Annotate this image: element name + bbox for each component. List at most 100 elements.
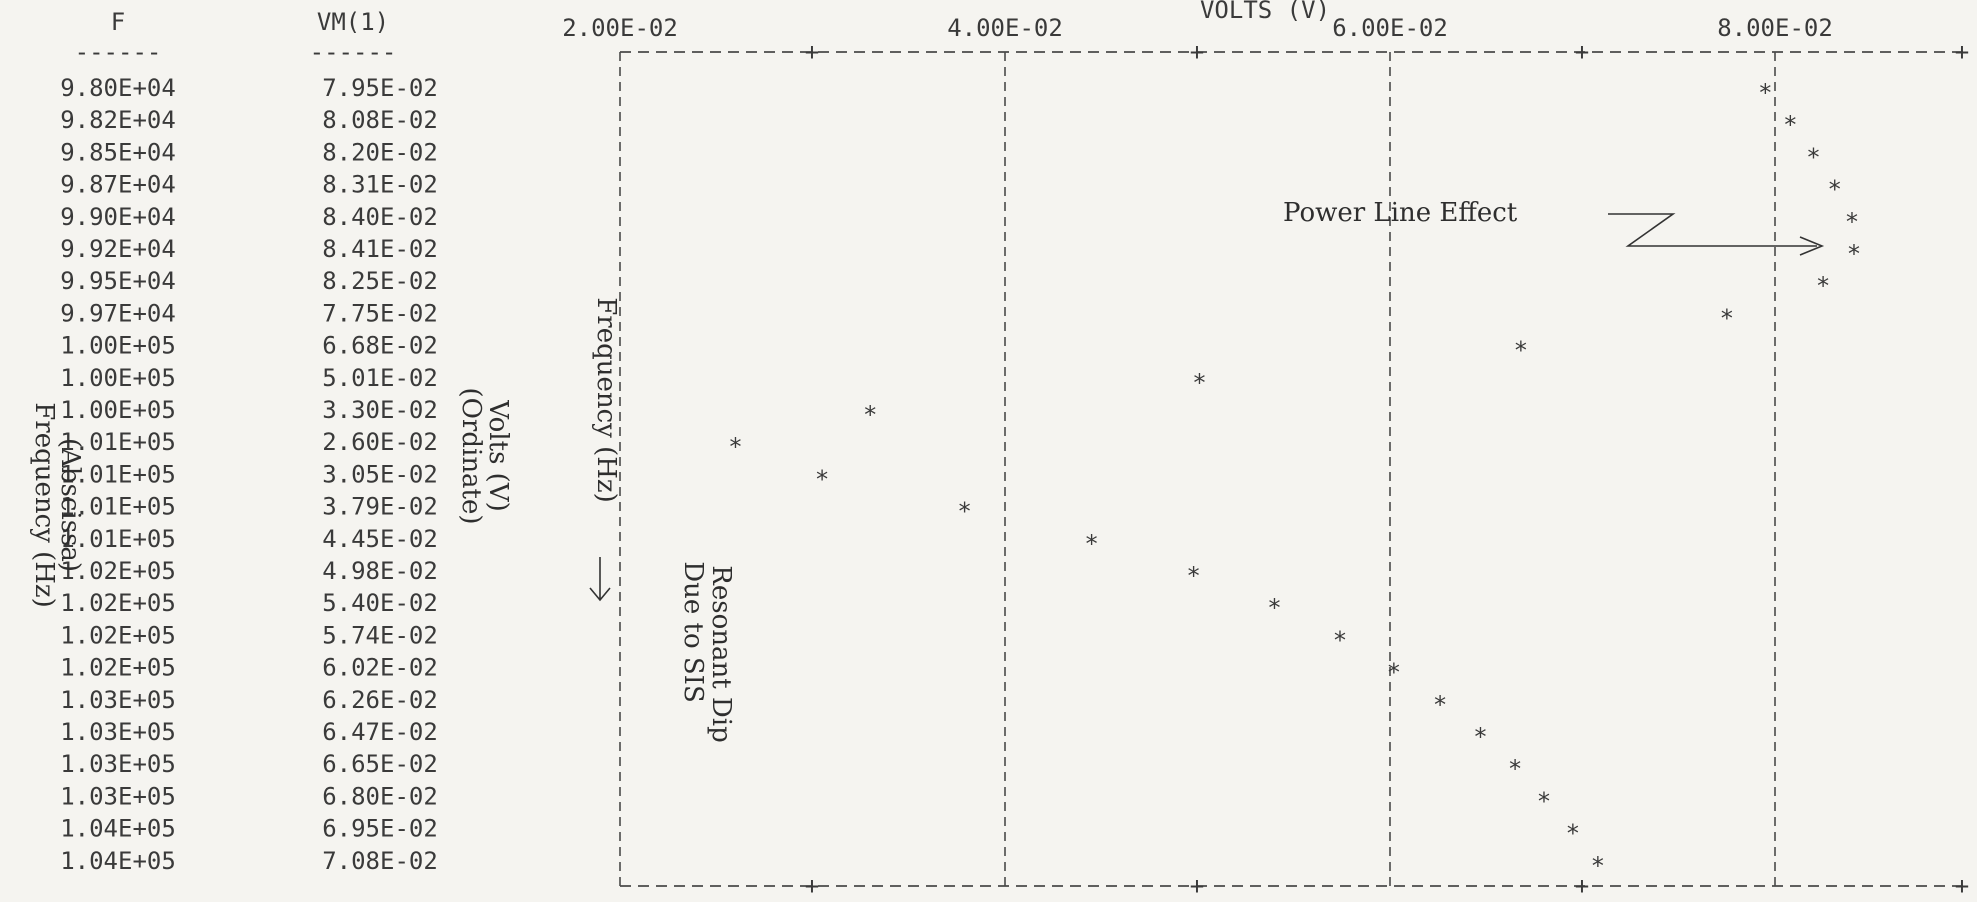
data-point: * [1267, 594, 1281, 622]
data-point: * [1806, 143, 1820, 171]
table-cell-frequency: 9.87E+04 [60, 171, 176, 199]
x-tick-labels: 2.00E-02 4.00E-02 6.00E-02 8.00E-02 [562, 14, 1833, 42]
table-cell-frequency: 9.95E+04 [60, 267, 176, 295]
table-cell-voltage: 3.30E-02 [322, 396, 438, 424]
frame-tick-mark: + [1190, 872, 1204, 900]
column-rule-voltage: ------ [310, 38, 397, 66]
data-table: 9.80E+04 7.95E-02 9.82E+04 8.08E-02 9.85E+04… [60, 74, 438, 875]
table-cell-frequency: 1.03E+05 [60, 686, 176, 714]
data-point: * [1473, 723, 1487, 751]
table-cell-frequency: 1.01E+05 [60, 525, 176, 553]
data-point: * [1433, 691, 1447, 719]
table-cell-frequency: 9.92E+04 [60, 235, 176, 263]
table-cell-frequency: 1.03E+05 [60, 718, 176, 746]
table-cell-voltage: 6.02E-02 [322, 654, 438, 682]
column-rule-frequency: ------ [75, 38, 162, 66]
x-tick-label: 6.00E-02 [1332, 14, 1448, 42]
ordinate-label: Volts (V) [483, 399, 513, 511]
abscissa-label-sub: (Abscissa) [55, 438, 85, 572]
table-cell-voltage: 6.68E-02 [322, 332, 438, 360]
data-point: * [1566, 820, 1580, 848]
data-point: * [1591, 852, 1605, 880]
table-cell-frequency: 1.04E+05 [60, 815, 176, 843]
table-cell-voltage: 3.79E-02 [322, 493, 438, 521]
table-cell-frequency: 1.01E+05 [60, 493, 176, 521]
power-line-arrow-icon [1608, 213, 1825, 256]
frame-tick-mark: + [1955, 872, 1969, 900]
data-point: * [1333, 626, 1347, 654]
x-tick-label: 2.00E-02 [562, 14, 678, 42]
data-point: * [1192, 369, 1206, 397]
frame-tick-mark: + [1955, 38, 1969, 66]
ordinate-label-sub: (Ordinate) [456, 387, 486, 524]
table-cell-voltage: 3.05E-02 [322, 460, 438, 488]
frame-tick-mark: + [1575, 38, 1589, 66]
table-cell-voltage: 4.98E-02 [322, 557, 438, 585]
table-cell-frequency: 1.01E+05 [60, 428, 176, 456]
data-point: * [1845, 208, 1859, 236]
table-cell-frequency: 1.01E+05 [60, 460, 176, 488]
table-cell-voltage: 6.65E-02 [322, 750, 438, 778]
data-point: * [728, 433, 742, 461]
table-cell-voltage: 8.20E-02 [322, 138, 438, 166]
frequency-arrow-icon [589, 557, 611, 602]
data-point: * [1387, 659, 1401, 687]
table-cell-voltage: 6.47E-02 [322, 718, 438, 746]
table-cell-frequency: 9.97E+04 [60, 299, 176, 327]
table-cell-frequency: 1.03E+05 [60, 782, 176, 810]
table-cell-frequency: 1.02E+05 [60, 621, 176, 649]
table-cell-frequency: 1.00E+05 [60, 396, 176, 424]
data-point: * [1514, 337, 1528, 365]
table-cell-voltage: 8.08E-02 [322, 106, 438, 134]
data-point: * [1720, 304, 1734, 332]
data-point: * [863, 401, 877, 429]
table-cell-frequency: 1.02E+05 [60, 557, 176, 585]
table-cell-voltage: 5.01E-02 [322, 364, 438, 392]
abscissa-label: Frequency (Hz) [29, 402, 59, 608]
x-tick-label: 8.00E-02 [1717, 14, 1833, 42]
table-cell-voltage: 8.31E-02 [322, 171, 438, 199]
data-point: * [1783, 111, 1797, 139]
plot-frame: + + + + + + + + [619, 38, 1969, 900]
column-header-frequency: F [111, 8, 125, 36]
table-cell-frequency: 1.02E+05 [60, 589, 176, 617]
power-line-label: Power Line Effect [1283, 198, 1518, 228]
data-point: * [815, 465, 829, 493]
frequency-axis-label: Frequency (Hz) [591, 297, 621, 503]
table-cell-frequency: 1.00E+05 [60, 332, 176, 360]
table-cell-voltage: 5.74E-02 [322, 621, 438, 649]
table-cell-voltage: 7.95E-02 [322, 74, 438, 102]
table-cell-frequency: 9.90E+04 [60, 203, 176, 231]
table-cell-frequency: 9.80E+04 [60, 74, 176, 102]
data-point: * [1847, 240, 1861, 268]
plot-title: VOLTS (V) [1200, 0, 1330, 24]
table-cell-frequency: 9.82E+04 [60, 106, 176, 134]
resonant-dip-label-sub: Due to SIS [678, 561, 708, 703]
table-cell-frequency: 1.02E+05 [60, 654, 176, 682]
data-point: * [1537, 787, 1551, 815]
frame-tick-mark: + [1575, 872, 1589, 900]
column-header-voltage: VM(1) [317, 8, 389, 36]
data-point: * [1508, 755, 1522, 783]
resonant-dip-label: Resonant Dip [706, 565, 736, 742]
table-cell-voltage: 7.08E-02 [322, 847, 438, 875]
table-cell-voltage: 6.26E-02 [322, 686, 438, 714]
table-cell-voltage: 4.45E-02 [322, 525, 438, 553]
x-tick-label: 4.00E-02 [947, 14, 1063, 42]
table-cell-frequency: 1.04E+05 [60, 847, 176, 875]
data-point: * [1816, 272, 1830, 300]
table-cell-voltage: 2.60E-02 [322, 428, 438, 456]
table-cell-voltage: 7.75E-02 [322, 299, 438, 327]
table-cell-voltage: 5.40E-02 [322, 589, 438, 617]
table-cell-frequency: 9.85E+04 [60, 138, 176, 166]
table-cell-voltage: 8.40E-02 [322, 203, 438, 231]
table-cell-voltage: 8.41E-02 [322, 235, 438, 263]
data-point: * [1186, 562, 1200, 590]
frame-tick-mark: + [805, 872, 819, 900]
data-point: * [1758, 79, 1772, 107]
table-cell-voltage: 6.80E-02 [322, 782, 438, 810]
table-cell-voltage: 6.95E-02 [322, 815, 438, 843]
data-point: * [1084, 530, 1098, 558]
frame-tick-mark: + [1190, 38, 1204, 66]
